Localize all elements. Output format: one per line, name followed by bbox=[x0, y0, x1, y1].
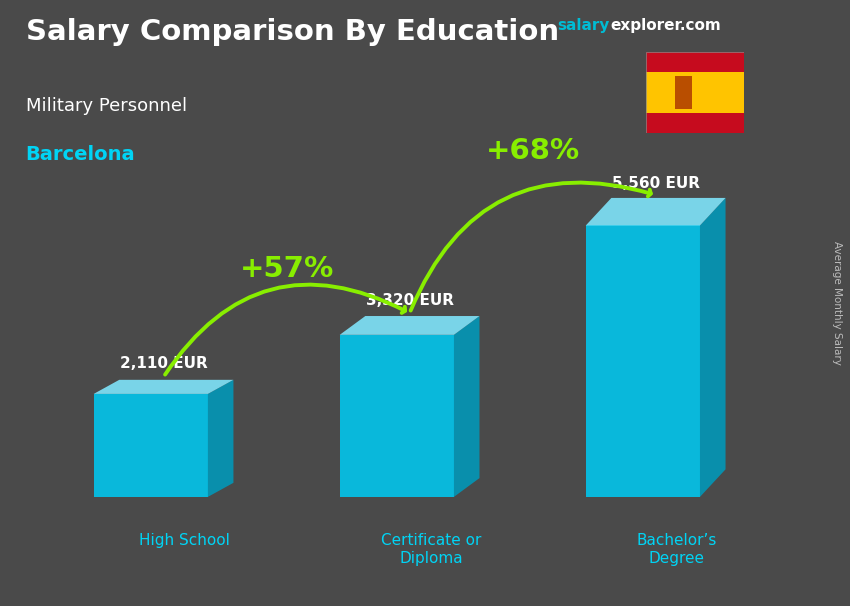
Polygon shape bbox=[586, 198, 726, 225]
Text: Barcelona: Barcelona bbox=[26, 145, 135, 164]
Text: Bachelor’s
Degree: Bachelor’s Degree bbox=[637, 533, 717, 565]
Text: High School: High School bbox=[139, 533, 230, 548]
Polygon shape bbox=[586, 225, 700, 497]
Polygon shape bbox=[700, 198, 726, 497]
Text: Military Personnel: Military Personnel bbox=[26, 97, 187, 115]
Bar bbox=[646, 72, 744, 113]
Text: Average Monthly Salary: Average Monthly Salary bbox=[832, 241, 842, 365]
Polygon shape bbox=[94, 394, 208, 497]
Polygon shape bbox=[340, 335, 454, 497]
Polygon shape bbox=[94, 380, 234, 394]
Polygon shape bbox=[208, 380, 234, 497]
Text: 5,560 EUR: 5,560 EUR bbox=[612, 176, 700, 191]
Text: salary: salary bbox=[557, 18, 609, 33]
Polygon shape bbox=[340, 316, 479, 335]
Polygon shape bbox=[454, 316, 479, 497]
Text: 2,110 EUR: 2,110 EUR bbox=[120, 356, 207, 371]
Text: Salary Comparison By Education: Salary Comparison By Education bbox=[26, 18, 558, 46]
Text: +68%: +68% bbox=[485, 137, 580, 165]
Text: Certificate or
Diploma: Certificate or Diploma bbox=[381, 533, 481, 565]
Text: explorer.com: explorer.com bbox=[610, 18, 721, 33]
Text: 3,320 EUR: 3,320 EUR bbox=[366, 293, 454, 308]
Bar bbox=[675, 76, 692, 109]
Text: +57%: +57% bbox=[240, 255, 334, 283]
